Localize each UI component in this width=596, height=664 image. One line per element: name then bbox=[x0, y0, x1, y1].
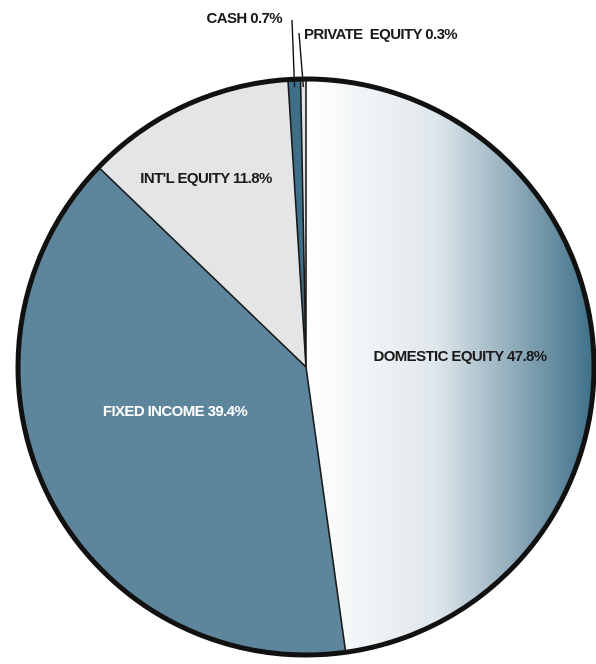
pie-outline bbox=[15, 76, 596, 658]
label-domestic-equity: DOMESTIC EQUITY 47.8% bbox=[373, 348, 546, 365]
slice-divider bbox=[287, 79, 307, 368]
label-private-equity: PRIVATE EQUITY 0.3% bbox=[304, 26, 457, 43]
slice-divider bbox=[305, 366, 347, 653]
leader-line-private-equity bbox=[298, 32, 305, 88]
label-int-l-equity: INT'L EQUITY 11.8% bbox=[140, 170, 272, 187]
label-fixed-income: FIXED INCOME 39.4% bbox=[103, 403, 248, 420]
slice-int-l-equity bbox=[98, 79, 307, 368]
slice-divider bbox=[299, 79, 307, 368]
leader-line-cash bbox=[291, 19, 296, 88]
slice-domestic-equity bbox=[306, 79, 594, 653]
slice-divider bbox=[97, 166, 307, 368]
label-cash: CASH 0.7% bbox=[207, 10, 283, 27]
slice-fixed-income bbox=[17, 167, 346, 655]
